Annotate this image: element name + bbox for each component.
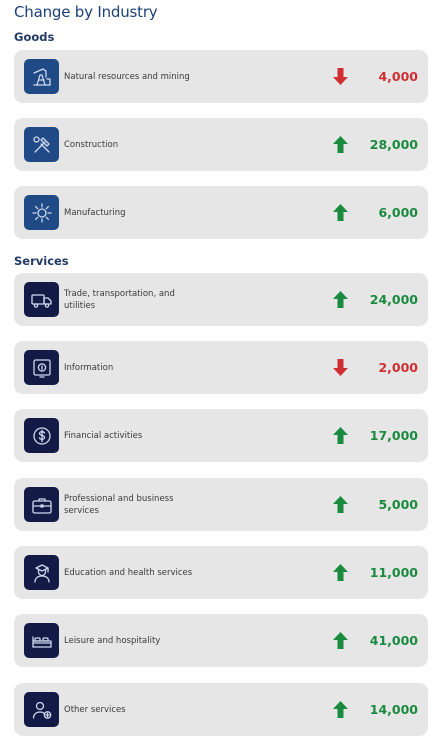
person-plus-icon	[24, 692, 59, 727]
change-value: 24,000	[369, 292, 418, 307]
change-value: 17,000	[369, 428, 418, 443]
info-monitor-icon	[24, 350, 59, 385]
industry-label: Financial activities	[64, 430, 143, 441]
change-value: 6,000	[378, 205, 418, 220]
industry-label: Leisure and hospitality	[64, 635, 161, 646]
change-value: 28,000	[369, 137, 418, 152]
industry-label: Education and health services	[64, 567, 193, 578]
graduate-icon	[24, 555, 59, 590]
industry-row: Trade, transportation, and utilities 24,0…	[14, 273, 428, 326]
arrow-up-icon	[333, 701, 348, 718]
industry-label: Information	[64, 362, 114, 373]
oil-pump-icon	[24, 59, 59, 94]
arrow-up-icon	[333, 291, 348, 308]
industry-row: Manufacturing 6,000	[14, 186, 428, 239]
change-value: 41,000	[369, 633, 418, 648]
industry-row: Professional and business services 5,000	[14, 478, 428, 531]
arrow-up-icon	[333, 136, 348, 153]
industry-label: Professional and business services	[64, 493, 174, 516]
industry-row: Leisure and hospitality 41,000	[14, 614, 428, 667]
industry-row: Construction 28,000	[14, 118, 428, 171]
industry-row: Information 2,000	[14, 341, 428, 394]
arrow-up-icon	[333, 427, 348, 444]
industry-label: Natural resources and mining	[64, 71, 190, 82]
industry-label: Trade, transportation, and utilities	[64, 288, 175, 311]
briefcase-icon	[24, 487, 59, 522]
truck-icon	[24, 282, 59, 317]
industry-row: Education and health services 11,000	[14, 546, 428, 599]
bed-icon	[24, 623, 59, 658]
industry-row: Financial activities 17,000	[14, 409, 428, 462]
section-heading-services: Services	[14, 254, 69, 268]
gear-icon	[24, 195, 59, 230]
industry-label: Construction	[64, 139, 119, 150]
dollar-coin-icon	[24, 418, 59, 453]
section-heading-goods: Goods	[14, 30, 55, 44]
industry-row: Other services 14,000	[14, 683, 428, 736]
industry-label: Manufacturing	[64, 207, 126, 218]
industry-label: Other services	[64, 704, 126, 715]
arrow-up-icon	[333, 496, 348, 513]
change-value: 11,000	[369, 565, 418, 580]
page-title: Change by Industry	[14, 3, 158, 21]
arrow-up-icon	[333, 204, 348, 221]
change-value: 14,000	[369, 702, 418, 717]
arrow-down-icon	[333, 68, 348, 85]
arrow-up-icon	[333, 564, 348, 581]
change-value: 4,000	[378, 69, 418, 84]
change-value: 2,000	[378, 360, 418, 375]
arrow-up-icon	[333, 632, 348, 649]
change-value: 5,000	[378, 497, 418, 512]
industry-row: Natural resources and mining 4,000	[14, 50, 428, 103]
hammer-wrench-icon	[24, 127, 59, 162]
arrow-down-icon	[333, 359, 348, 376]
